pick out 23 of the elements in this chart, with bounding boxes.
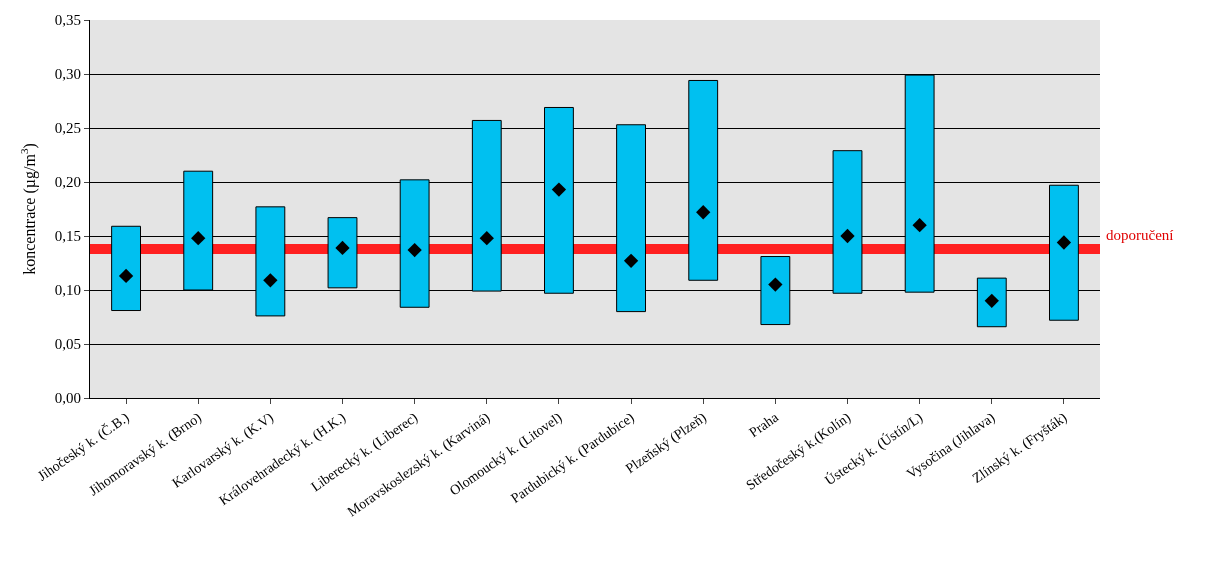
point	[551, 182, 567, 197]
point	[840, 228, 855, 244]
point	[623, 253, 639, 268]
point	[263, 273, 278, 288]
point	[912, 218, 927, 233]
point	[335, 240, 350, 256]
y-tick-label: 0,30	[54, 66, 81, 83]
y-tick-label: 0,20	[54, 174, 81, 191]
point	[118, 268, 134, 284]
y-tick-label: 0,00	[54, 390, 81, 407]
y-tick-label: 0,15	[54, 228, 81, 245]
point	[479, 231, 494, 246]
x-tick-label: Praha	[746, 409, 782, 441]
y-tick-label: 0,05	[54, 336, 81, 353]
ref-line-label: doporučení	[1106, 227, 1174, 243]
point	[1056, 235, 1072, 250]
point	[696, 205, 711, 220]
y-tick-label: 0,25	[54, 120, 81, 137]
point	[768, 277, 783, 292]
point	[191, 231, 206, 246]
y-tick-label: 0,35	[54, 12, 81, 29]
y-tick-label: 0,10	[54, 282, 81, 299]
point	[407, 242, 422, 258]
